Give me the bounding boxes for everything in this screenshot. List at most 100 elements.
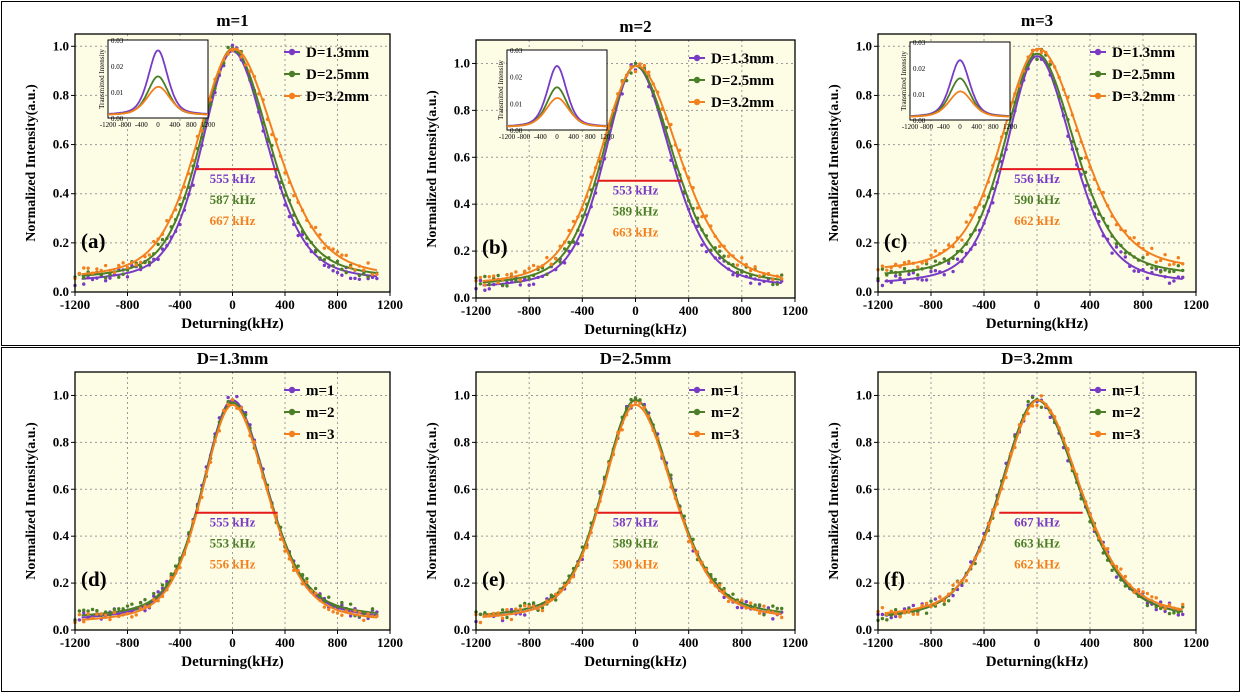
data-point [1119, 567, 1123, 571]
data-point [362, 612, 366, 616]
data-point [226, 402, 230, 407]
x-axis-title: Deturning(kHz) [584, 654, 687, 670]
data-point [924, 601, 929, 605]
y-axis-title: Normalized Intensity(a.u.) [24, 84, 39, 242]
data-point [911, 271, 916, 275]
inset-x-tick-label: 1200 [600, 133, 615, 141]
inset-y-tick-label: 0.03 [913, 39, 926, 47]
data-point [82, 282, 86, 286]
data-point [86, 609, 90, 613]
inset-x-tick-label: -800 [920, 123, 933, 131]
data-point [709, 248, 713, 252]
data-point [642, 63, 647, 68]
data-point [500, 283, 505, 287]
data-point [740, 256, 744, 260]
data-point [902, 260, 907, 265]
data-point [527, 604, 531, 609]
fwhm-label: 667 kHz [210, 213, 256, 228]
data-point [108, 617, 112, 622]
data-point [156, 242, 160, 247]
inset-y-tick-label: 0.00 [913, 117, 926, 125]
legend-label: D=2.5mm [1112, 67, 1176, 83]
data-point [642, 405, 647, 410]
data-point [226, 45, 230, 50]
plot-area [476, 372, 795, 630]
data-point [757, 282, 762, 286]
legend-label: m=3 [1112, 427, 1141, 443]
data-point [549, 262, 554, 266]
fwhm-label: 555 kHz [210, 171, 256, 186]
data-point [951, 583, 955, 587]
legend-marker [288, 386, 296, 394]
data-point [492, 274, 496, 278]
data-point [951, 593, 955, 598]
data-point [353, 609, 357, 613]
data-point [313, 586, 318, 591]
data-point [327, 595, 331, 599]
data-point [305, 576, 309, 581]
x-axis-title: Deturning(kHz) [181, 316, 284, 332]
legend-marker [288, 70, 296, 78]
legend-label: m=3 [306, 427, 335, 443]
data-point [893, 608, 898, 612]
data-point [924, 611, 929, 615]
data-point [523, 601, 527, 606]
inset-frame [506, 49, 608, 131]
data-point [762, 613, 766, 617]
data-point [1150, 266, 1154, 270]
data-point [780, 606, 784, 611]
data-point [946, 261, 951, 265]
fwhm-label: 590 kHz [1014, 192, 1060, 207]
inset-x-tick-label: 800 [186, 121, 197, 129]
data-point [478, 282, 483, 286]
data-point [633, 69, 638, 74]
data-point [239, 406, 243, 410]
x-tick-label: -400 [972, 635, 996, 650]
y-tick-label: 0.2 [856, 235, 872, 250]
data-point [1150, 246, 1154, 251]
inset-y-tick-label: 0.02 [510, 74, 523, 82]
data-point [722, 586, 726, 591]
data-point [771, 604, 775, 608]
fit-curve [884, 52, 1183, 275]
fwhm-label: 589 kHz [613, 204, 659, 219]
data-point [1158, 270, 1163, 274]
data-point [322, 257, 327, 262]
data-point [344, 270, 348, 275]
data-point [955, 580, 960, 584]
data-point [1181, 602, 1185, 607]
data-point [147, 253, 152, 257]
data-point [1167, 281, 1172, 285]
x-tick-label: 400 [679, 303, 699, 318]
data-point [1026, 399, 1030, 404]
data-point [125, 604, 130, 608]
data-point [82, 610, 86, 615]
data-point [335, 250, 340, 254]
data-point [112, 270, 117, 275]
data-point [629, 71, 633, 75]
data-point [1039, 50, 1044, 55]
x-tick-label: -1200 [461, 303, 491, 318]
fwhm-label: 663 kHz [1014, 536, 1060, 551]
data-point [638, 401, 642, 405]
data-point [523, 269, 527, 273]
data-point [1039, 394, 1044, 398]
data-point [775, 282, 779, 286]
data-point [103, 263, 108, 268]
fwhm-label: 663 kHz [613, 225, 659, 240]
y-tick-label: 0.2 [454, 243, 470, 258]
x-tick-label: 400 [679, 635, 699, 650]
data-point [740, 598, 744, 602]
x-tick-label: -1200 [60, 297, 90, 312]
legend-marker [693, 98, 701, 106]
legend-label: m=1 [306, 383, 335, 399]
data-point [362, 268, 366, 272]
series-D=3.2mm [73, 47, 379, 281]
data-point [357, 277, 362, 281]
x-tick-label: 0 [229, 635, 236, 650]
data-point [370, 272, 375, 277]
data-point [1172, 279, 1176, 283]
panel-label: (d) [81, 567, 107, 591]
data-point [717, 583, 722, 588]
y-tick-label: 0.2 [454, 575, 470, 590]
